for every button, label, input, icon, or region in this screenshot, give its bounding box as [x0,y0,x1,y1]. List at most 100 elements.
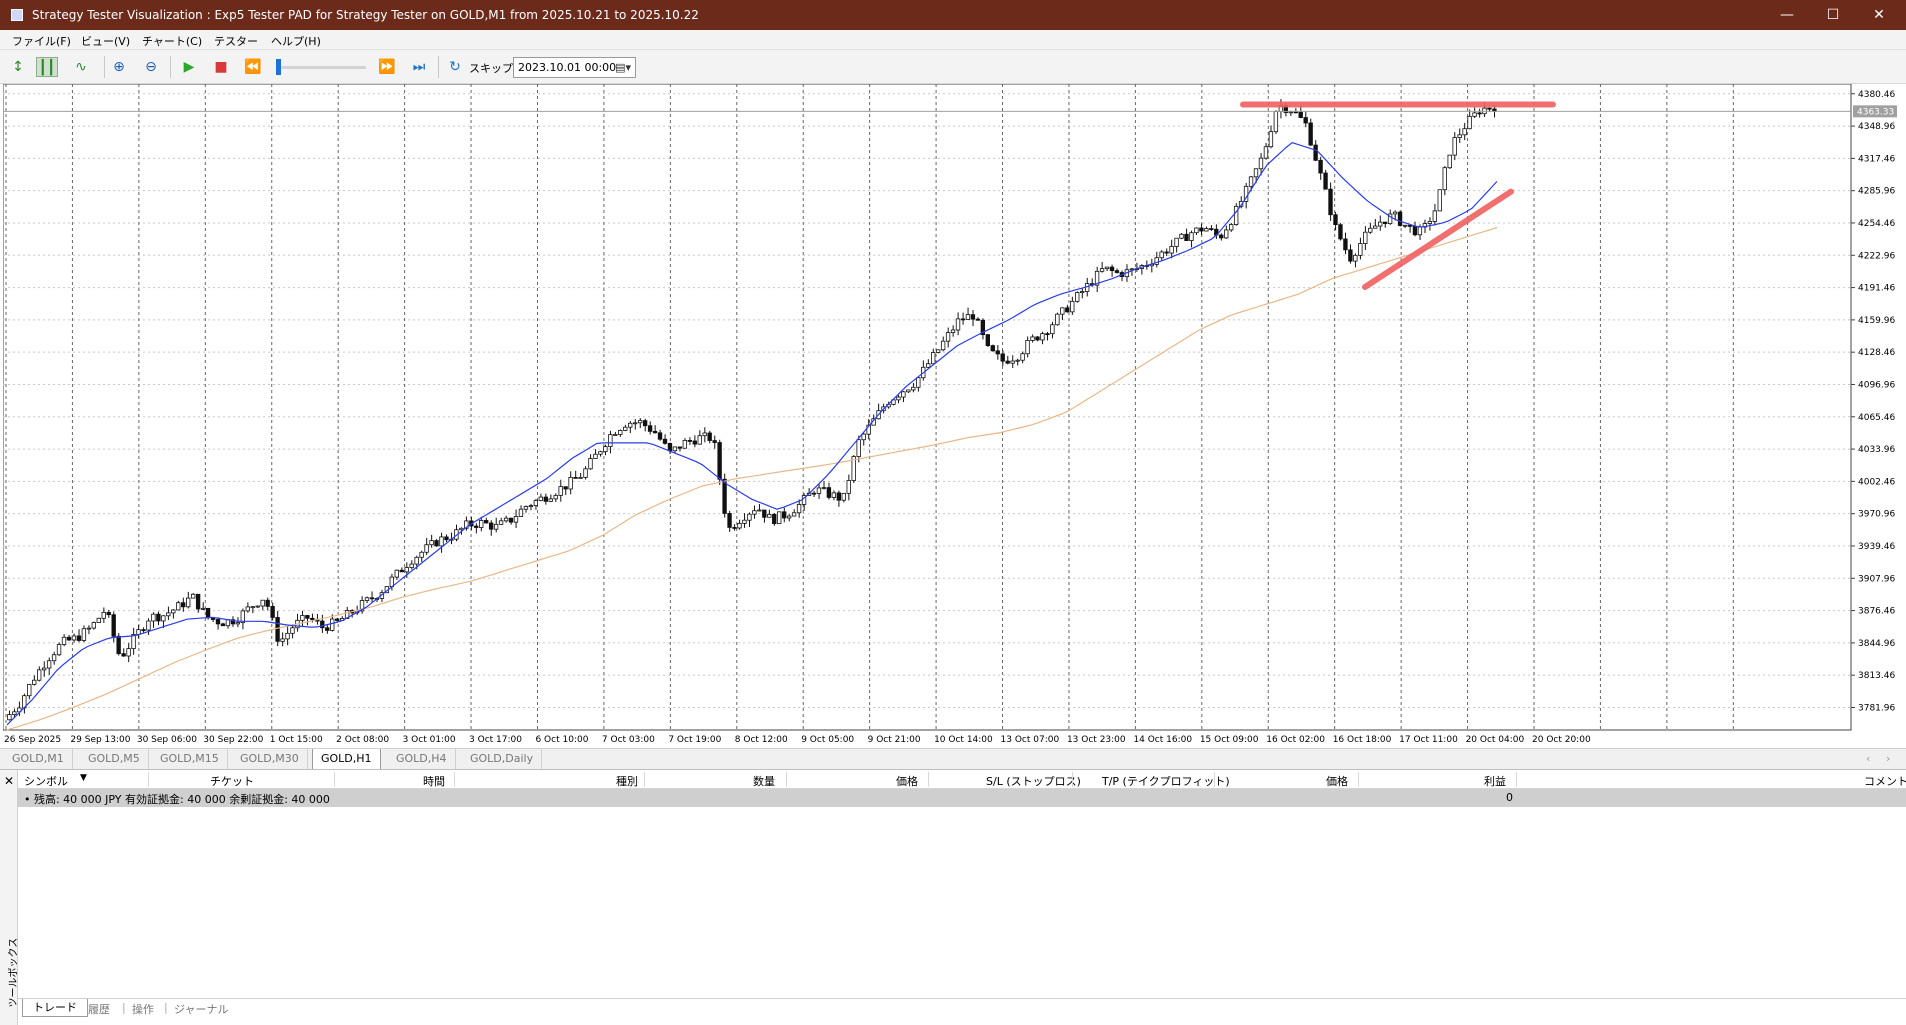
candle-body [1392,211,1398,215]
candle-body [633,422,638,425]
candle-body [931,352,936,365]
stop-icon[interactable]: ■ [214,59,228,75]
tab-history[interactable]: 履歴 [88,1003,110,1016]
tab-gold-h4[interactable]: GOLD,H4 [388,749,456,770]
skip-icon[interactable]: ↻ [449,59,461,75]
candle-body [1104,266,1110,270]
candle-body [86,627,92,630]
candle-body [464,520,469,529]
trade-table-header: シンボル ▼ チケット 時間 種別 数量 価格 S/L (ストップロス) T/P… [18,770,1906,789]
fast-forward-icon[interactable]: ⏩ [378,59,396,75]
menu-tester[interactable]: テスター [214,35,258,48]
zoom-out-icon[interactable]: ⊖ [145,59,157,75]
candle-body [1397,211,1403,226]
skip-label[interactable]: スキップ [469,62,513,75]
candle-body [1030,336,1035,341]
symbol-tabs: GOLD,M1 GOLD,M5 GOLD,M15 GOLD,M30 GOLD,H… [0,748,1906,770]
tab-gold-m1[interactable]: GOLD,M1 [4,749,73,770]
candle-body [528,505,534,507]
col-time[interactable]: 時間 [423,775,445,788]
y-tick-label: 3876.46 [1858,607,1895,617]
menu-chart[interactable]: チャート(C) [142,35,203,48]
x-tick-label: 7 Oct 19:00 [668,735,721,745]
toolbox-close-icon[interactable]: ✕ [4,774,15,788]
x-tick-label: 6 Oct 10:00 [535,735,588,745]
candle-body [712,440,717,443]
candle-body [548,498,553,502]
candle-body [1015,359,1020,362]
maximize-button[interactable]: ☐ [1826,7,1840,23]
zoom-in-icon[interactable]: ⊕ [113,59,125,75]
candle-body [1293,111,1298,114]
col-profit[interactable]: 利益 [1484,775,1506,788]
candle-body [1184,233,1189,241]
col-volume[interactable]: 数量 [753,775,775,788]
candle-body [1477,112,1482,115]
tab-operations[interactable]: 操作 [132,1003,154,1016]
candle-body [747,513,752,521]
col-current-price[interactable]: 価格 [1326,775,1348,788]
col-type[interactable]: 種別 [616,775,638,788]
calendar-dropdown-icon[interactable]: ▤▾ [615,61,631,74]
candle-body [434,540,439,547]
candle-body [1050,324,1055,335]
candle-body [1487,107,1492,110]
x-tick-label: 20 Oct 20:00 [1532,735,1591,745]
col-ticket[interactable]: チケット [210,775,254,788]
line-chart-icon[interactable]: ∿ [75,59,87,75]
candle-body [1328,188,1333,216]
chart-area[interactable]: 4380.46 4348.96 4317.46 4285.96 4254.46 4222.… [2,83,1903,748]
minimize-button[interactable]: — [1780,7,1794,23]
balance-row[interactable]: • 残高: 40 000 JPY 有効証拠金: 40 000 余剰証拠金: 40… [18,789,1906,807]
speed-slider-thumb[interactable] [276,59,281,75]
date-field[interactable]: 2023.10.01 00:00 ▤▾ [513,57,636,78]
col-price[interactable]: 価格 [896,775,918,788]
candlestick-icon[interactable]: ┃┃ [36,57,58,77]
tab-gold-m15[interactable]: GOLD,M15 [152,749,228,770]
candle-body [1065,307,1070,313]
y-tick-label: 4222.96 [1858,251,1895,261]
candle-body [1308,122,1313,146]
tab-trade[interactable]: トレード [22,999,88,1017]
col-stop-loss[interactable]: S/L (ストップロス) [986,775,1081,788]
col-symbol[interactable]: シンボル [24,775,68,788]
tab-journal[interactable]: ジャーナル [174,1003,229,1016]
y-tick-label: 3970.96 [1858,510,1895,520]
speed-slider-track[interactable] [278,66,366,69]
tab-gold-m30[interactable]: GOLD,M30 [232,749,308,770]
tab-scroll-left-icon[interactable]: ‹ [1866,752,1871,765]
tab-gold-h1[interactable]: GOLD,H1 [312,749,381,770]
candle-body [1209,228,1214,230]
price-chart[interactable]: 4380.46 4348.96 4317.46 4285.96 4254.46 4222.… [2,83,1903,748]
candle-body [121,653,126,657]
step-back-icon[interactable]: ⏪ [244,59,262,75]
candle-body [1253,168,1259,178]
x-tick-label: 8 Oct 12:00 [735,735,788,745]
candle-body [364,597,370,601]
candle-body [737,523,742,529]
menu-help[interactable]: ヘルプ(H) [271,35,321,48]
candle-body [1233,205,1239,225]
candle-body [935,349,941,353]
col-comment[interactable]: コメント [1864,775,1906,788]
candle-body [1358,243,1363,256]
close-button[interactable]: ✕ [1873,7,1885,23]
tab-gold-daily[interactable]: GOLD,Daily [462,749,543,770]
x-tick-label: 16 Oct 18:00 [1333,735,1392,745]
candle-body [1189,232,1194,241]
bar-chart-icon[interactable]: ↕ [12,59,24,75]
col-symbol-sort-icon[interactable]: ▼ [80,773,87,783]
candle-body [215,619,221,625]
skip-to-end-icon[interactable]: ⏭ [412,59,426,75]
candle-body [1402,224,1408,227]
col-take-profit[interactable]: T/P (テイクプロフィット) [1102,775,1230,788]
menu-file[interactable]: ファイル(F) [12,35,71,48]
candle-body [399,569,404,573]
tab-gold-m5[interactable]: GOLD,M5 [80,749,149,770]
candle-body [1169,246,1174,254]
play-icon[interactable]: ▶ [183,59,195,75]
candle-body [757,509,762,512]
menu-view[interactable]: ビュー(V) [81,35,131,48]
tab-scroll-right-icon[interactable]: › [1886,752,1891,765]
candle-body [1045,333,1050,336]
